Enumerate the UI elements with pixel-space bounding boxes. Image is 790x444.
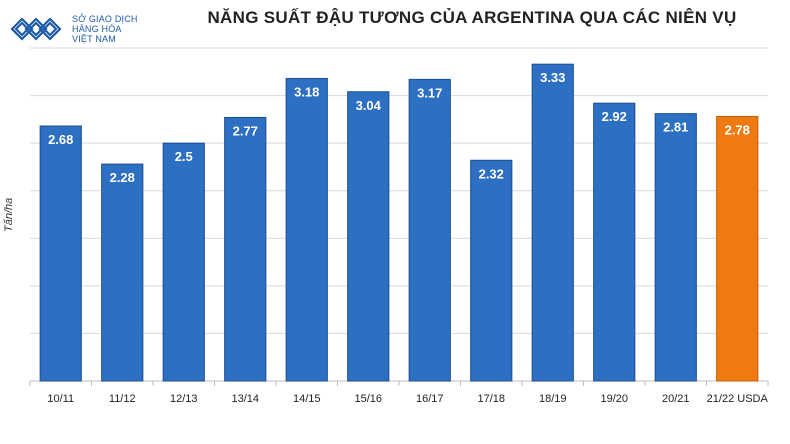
bar-21-22-usda bbox=[716, 116, 759, 382]
data-label: 2.5 bbox=[175, 149, 193, 164]
data-label: 2.77 bbox=[233, 123, 258, 138]
logo-line-3: VIỆT NAM bbox=[72, 34, 116, 44]
x-tick-label: 16/17 bbox=[416, 393, 444, 405]
x-tick-label: 14/15 bbox=[293, 393, 321, 405]
bar-12-13 bbox=[162, 142, 205, 382]
data-label: 3.17 bbox=[417, 85, 442, 100]
data-label: 2.32 bbox=[479, 166, 504, 181]
logo-line-2: HÀNG HÓA bbox=[72, 24, 122, 34]
data-label: 2.92 bbox=[602, 109, 627, 124]
x-tick-label: 19/20 bbox=[600, 393, 628, 405]
data-label: 2.68 bbox=[48, 132, 73, 147]
x-tick-label: 11/12 bbox=[109, 393, 136, 405]
chart-title: NĂNG SUẤT ĐẬU TƯƠNG CỦA ARGENTINA QUA CÁ… bbox=[207, 8, 737, 27]
data-label: 2.28 bbox=[110, 170, 135, 185]
x-tick-label: 13/14 bbox=[231, 393, 259, 405]
x-tick-label: 20/21 bbox=[662, 393, 690, 405]
bar-20-21 bbox=[654, 113, 697, 382]
bar-11-12 bbox=[101, 163, 144, 382]
logo: SỞ GIAO DỊCH HÀNG HÓA VIỆT NAM bbox=[8, 6, 178, 52]
x-tick-label: 21/22 USDA bbox=[707, 393, 769, 405]
bar-17-18 bbox=[470, 159, 513, 382]
data-label: 3.04 bbox=[356, 98, 382, 113]
x-tick-label: 18/19 bbox=[539, 393, 567, 405]
bar-14-15 bbox=[285, 77, 328, 382]
data-label: 3.33 bbox=[540, 70, 565, 85]
x-tick-label: 17/18 bbox=[477, 393, 505, 405]
bar-13-14 bbox=[224, 116, 267, 382]
bar-10-11 bbox=[39, 125, 82, 382]
bar-15-16 bbox=[347, 91, 390, 382]
bar-16-17 bbox=[408, 78, 451, 382]
x-tick-label: 10/11 bbox=[47, 393, 74, 405]
logo-icon bbox=[10, 17, 62, 41]
data-label: 3.18 bbox=[294, 84, 319, 99]
bar-18-19 bbox=[531, 63, 574, 382]
bar-19-20 bbox=[593, 102, 636, 382]
x-tick-label: 12/13 bbox=[170, 393, 198, 405]
y-axis-label: Tấn/ha bbox=[3, 197, 15, 232]
logo-line-1: SỞ GIAO DỊCH bbox=[72, 14, 138, 24]
data-label: 2.78 bbox=[725, 123, 750, 138]
data-label: 2.81 bbox=[663, 120, 688, 135]
x-tick-label: 15/16 bbox=[354, 393, 382, 405]
